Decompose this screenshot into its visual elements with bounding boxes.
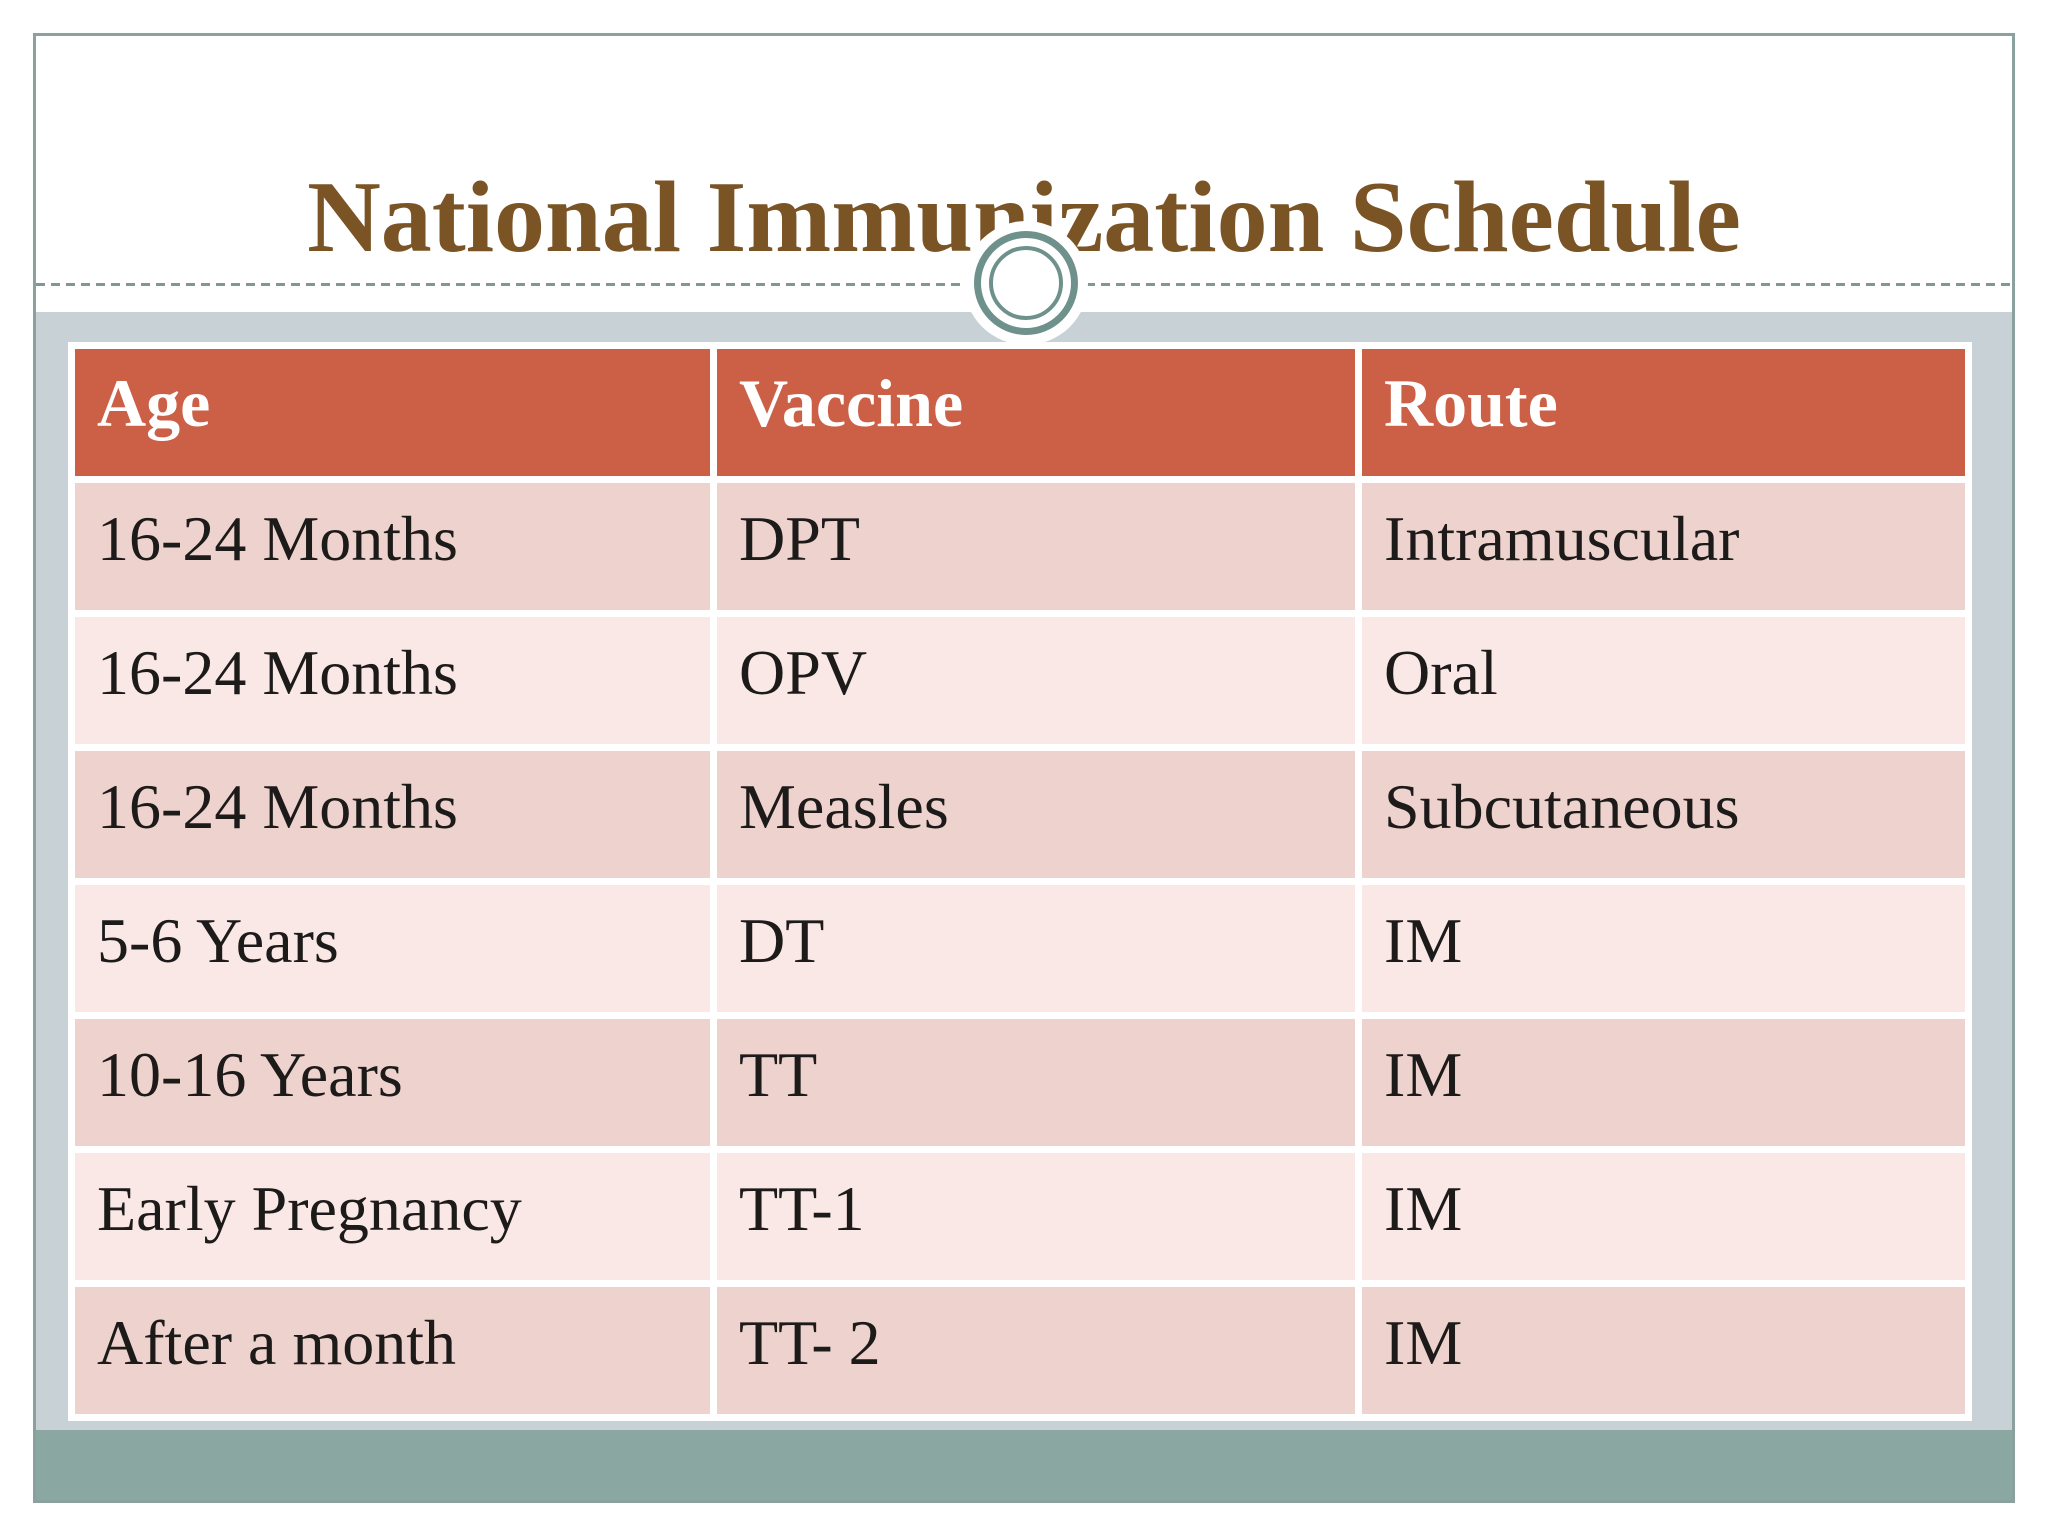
table-cell-age: After a month bbox=[75, 1287, 710, 1414]
table-cell-age: 10-16 Years bbox=[75, 1019, 710, 1146]
slide-frame: National Immunization Schedule Age Vacci… bbox=[33, 33, 2015, 1503]
header-cell-age: Age bbox=[75, 349, 710, 476]
table-cell-vaccine: Measles bbox=[717, 751, 1355, 878]
circle-outer-ring bbox=[974, 231, 1078, 335]
table-cell-vaccine: TT-1 bbox=[717, 1153, 1355, 1280]
footer-band bbox=[36, 1430, 2012, 1500]
table-cell-age: 16-24 Months bbox=[75, 617, 710, 744]
header-cell-route: Route bbox=[1362, 349, 1965, 476]
table-cell-route: IM bbox=[1362, 1153, 1965, 1280]
table-cell-vaccine: DPT bbox=[717, 483, 1355, 610]
table-cell-route: Oral bbox=[1362, 617, 1965, 744]
circle-inner-ring bbox=[989, 246, 1063, 320]
table-cell-vaccine: TT bbox=[717, 1019, 1355, 1146]
table-cell-age: Early Pregnancy bbox=[75, 1153, 710, 1280]
table-cell-vaccine: OPV bbox=[717, 617, 1355, 744]
header-cell-vaccine: Vaccine bbox=[717, 349, 1355, 476]
table-cell-route: Intramuscular bbox=[1362, 483, 1965, 610]
table-cell-vaccine: DT bbox=[717, 885, 1355, 1012]
table-cell-vaccine: TT- 2 bbox=[717, 1287, 1355, 1414]
table-cell-route: IM bbox=[1362, 1019, 1965, 1146]
table-cell-age: 5-6 Years bbox=[75, 885, 710, 1012]
circle-ornament bbox=[964, 221, 1088, 345]
immunization-schedule-table: Age Vaccine Route 16-24 Months DPT Intra… bbox=[68, 342, 1972, 1421]
table-cell-route: IM bbox=[1362, 885, 1965, 1012]
table-cell-age: 16-24 Months bbox=[75, 751, 710, 878]
table-cell-route: Subcutaneous bbox=[1362, 751, 1965, 878]
table-cell-age: 16-24 Months bbox=[75, 483, 710, 610]
table-cell-route: IM bbox=[1362, 1287, 1965, 1414]
